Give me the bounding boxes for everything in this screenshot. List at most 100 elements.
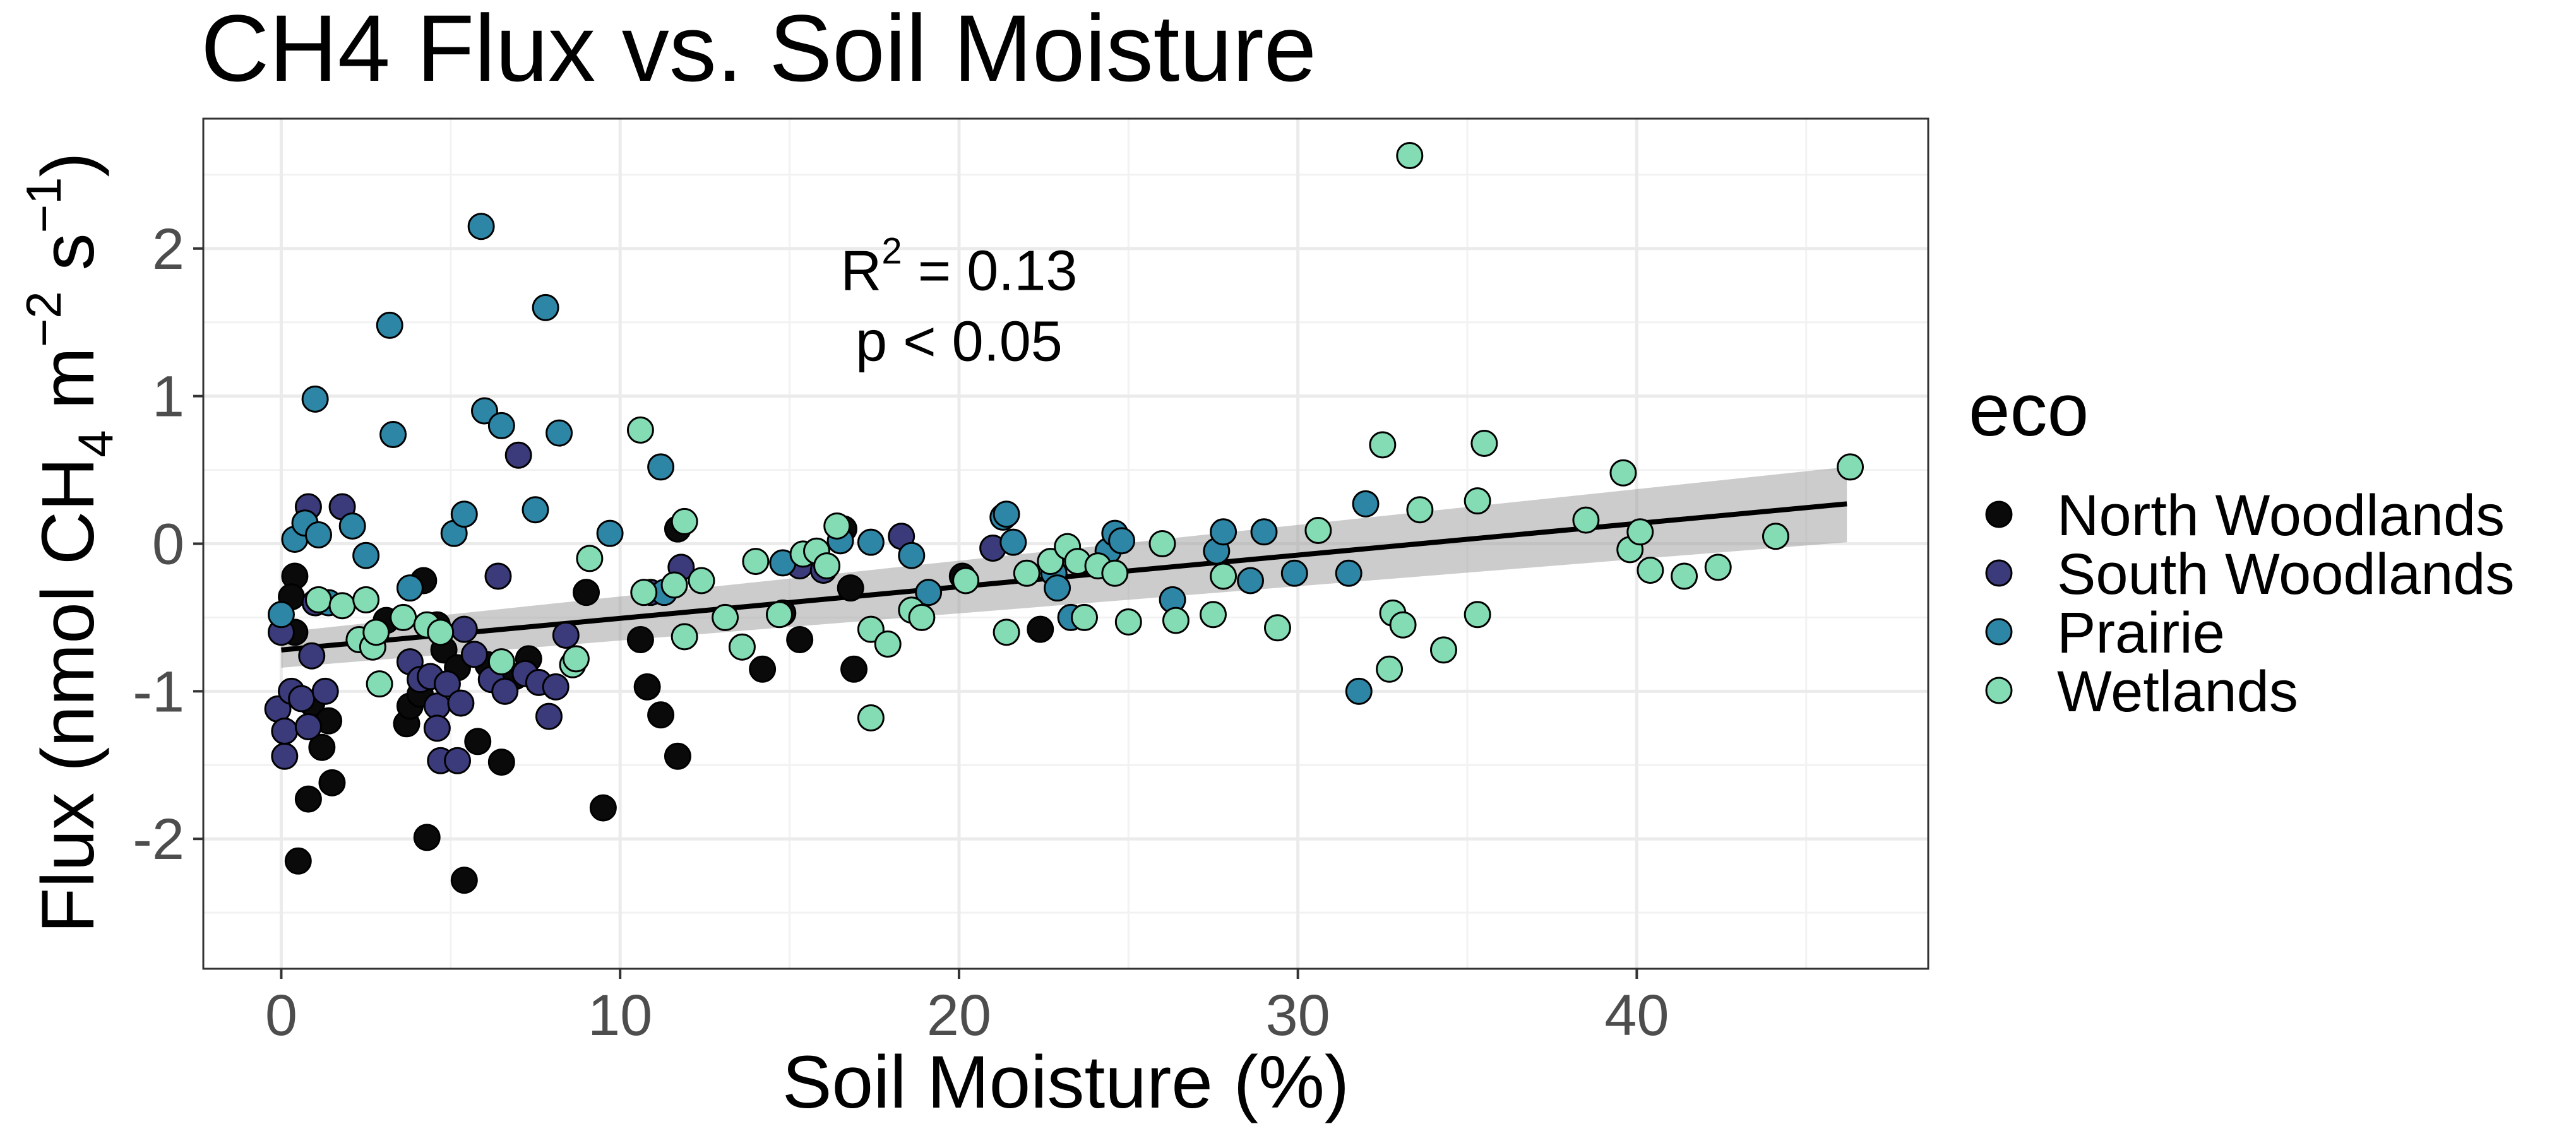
point-prairie (352, 541, 380, 569)
point-wetlands (427, 618, 455, 646)
point-wetlands (712, 603, 739, 631)
point-south-woodlands (542, 673, 569, 701)
point-prairie (396, 574, 424, 602)
point-north-woodlands (749, 655, 777, 683)
fit-annotation: R2 = 0.13 p < 0.05 (840, 230, 1077, 373)
point-wetlands (390, 603, 417, 631)
point-south-woodlands (294, 713, 322, 740)
point-wetlands (352, 586, 380, 613)
legend-title: eco (1969, 369, 2089, 452)
legend-key-south-woodlands (1985, 559, 2013, 587)
point-prairie (999, 528, 1027, 556)
x-axis: 0 10 20 30 40 (265, 969, 1669, 1048)
point-north-woodlands (573, 579, 600, 606)
point-prairie (267, 601, 295, 629)
point-prairie (304, 521, 332, 548)
y-axis-title-close: ) (27, 152, 110, 177)
point-north-woodlands (318, 769, 346, 796)
point-wetlands (1637, 557, 1664, 584)
point-wetlands (562, 645, 590, 673)
point-wetlands (1210, 562, 1237, 590)
point-prairie (1044, 574, 1071, 602)
point-south-woodlands (298, 642, 326, 670)
point-wetlands (874, 630, 902, 658)
point-wetlands (660, 571, 688, 599)
point-south-woodlands (423, 714, 451, 742)
y-axis-title-subscript: 4 (68, 430, 123, 457)
point-wetlands (671, 623, 698, 651)
point-prairie (338, 512, 366, 540)
point-prairie (487, 411, 515, 439)
point-north-woodlands (450, 867, 478, 894)
point-wetlands (1148, 530, 1176, 557)
point-wetlands (1406, 496, 1434, 524)
point-north-woodlands (294, 785, 322, 813)
point-wetlands (362, 618, 390, 646)
y-axis-title-m-exponent: −2 (16, 291, 71, 347)
legend-key-wetlands (1985, 677, 2013, 704)
point-prairie (1237, 567, 1265, 595)
point-wetlands (1071, 603, 1099, 631)
point-prairie (898, 541, 926, 569)
r-squared-annotation: R2 = 0.13 (840, 230, 1077, 302)
point-south-woodlands (447, 689, 475, 717)
point-south-woodlands (444, 747, 472, 774)
point-wetlands (742, 548, 770, 576)
point-south-woodlands (460, 641, 488, 668)
point-wetlands (765, 601, 793, 629)
point-south-woodlands (271, 717, 299, 745)
point-south-woodlands (311, 677, 339, 705)
point-wetlands (1671, 562, 1698, 590)
y-tick-label: 1 (152, 365, 184, 429)
point-north-woodlands (786, 626, 814, 654)
point-north-woodlands (284, 847, 312, 875)
point-wetlands (630, 579, 658, 606)
r2-exponent: 2 (881, 230, 902, 271)
point-wetlands (366, 670, 393, 698)
point-wetlands (487, 648, 515, 676)
r2-symbol: R (840, 239, 881, 302)
x-tick-label: 30 (1265, 983, 1330, 1048)
y-axis-title: Flux (nmol CH4 m−2 s−1) (16, 152, 123, 933)
point-wetlands (1304, 516, 1332, 544)
point-north-woodlands (633, 673, 661, 701)
data-points-layer (264, 141, 1864, 894)
point-north-woodlands (837, 574, 864, 602)
legend-key-north-woodlands (1985, 500, 2013, 528)
point-wetlands (626, 416, 654, 444)
x-tick-label: 40 (1604, 983, 1669, 1048)
y-tick-label: 0 (152, 512, 184, 577)
point-wetlands (1762, 523, 1789, 550)
point-north-woodlands (1027, 615, 1054, 643)
point-prairie (467, 213, 495, 240)
point-wetlands (823, 512, 851, 540)
point-wetlands (576, 545, 604, 572)
point-wetlands (1162, 606, 1190, 634)
x-tick-label: 20 (927, 983, 991, 1048)
point-wetlands (728, 633, 756, 661)
point-wetlands (857, 615, 885, 643)
point-south-woodlands (504, 441, 532, 469)
point-wetlands (1389, 611, 1417, 639)
point-wetlands (328, 592, 356, 620)
point-south-woodlands (271, 742, 299, 770)
point-wetlands (671, 507, 698, 535)
point-wetlands (1101, 559, 1129, 587)
point-prairie (376, 311, 403, 339)
point-wetlands (304, 586, 332, 613)
legend-label-south-woodlands: South Woodlands (2057, 542, 2515, 606)
legend-label-prairie: Prairie (2057, 601, 2225, 665)
point-wetlands (1572, 506, 1600, 534)
point-south-woodlands (484, 562, 512, 590)
point-wetlands (1626, 518, 1654, 546)
point-south-woodlands (552, 621, 580, 649)
point-north-woodlands (664, 742, 691, 770)
point-north-woodlands (413, 824, 441, 851)
point-prairie (1280, 559, 1308, 587)
legend-label-north-woodlands: North Woodlands (2057, 483, 2505, 548)
point-north-woodlands (464, 728, 492, 755)
point-prairie (857, 528, 885, 556)
point-wetlands (1263, 614, 1291, 642)
x-tick-label: 0 (265, 983, 297, 1048)
